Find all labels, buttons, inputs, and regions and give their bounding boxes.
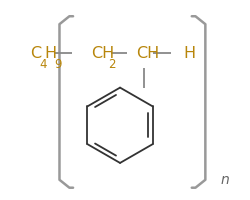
Text: CH: CH [136,46,160,61]
Text: H: H [45,46,57,61]
Text: 4: 4 [40,58,47,71]
Text: 2: 2 [108,58,115,71]
Text: n: n [221,172,230,186]
Text: 9: 9 [54,58,62,71]
Text: H: H [183,46,195,61]
Text: CH: CH [92,46,115,61]
Text: C: C [30,46,41,61]
